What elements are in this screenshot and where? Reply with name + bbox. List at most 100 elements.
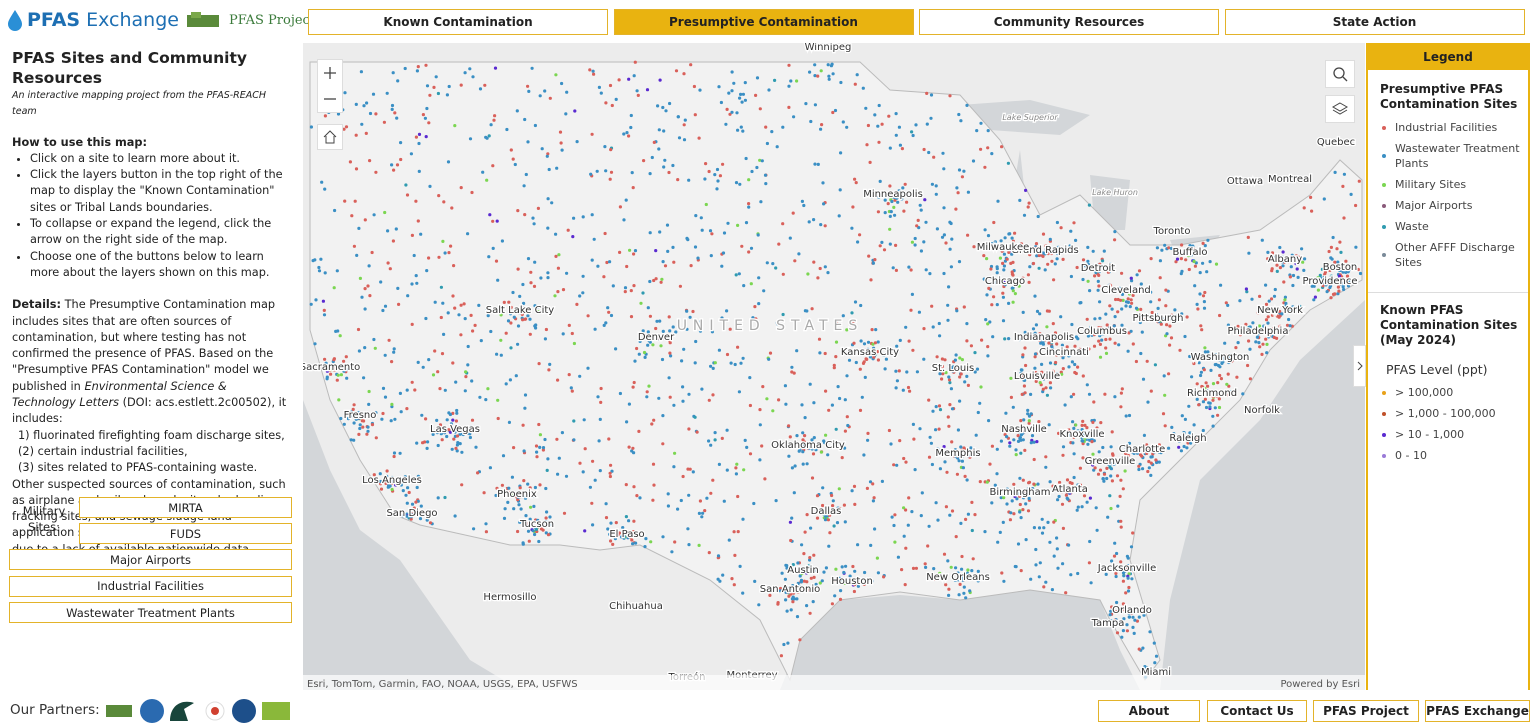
site-dot bbox=[1042, 526, 1046, 530]
site-dot bbox=[707, 398, 711, 402]
military-button[interactable]: FUDS bbox=[79, 523, 292, 544]
site-dot bbox=[976, 569, 980, 574]
site-dot bbox=[858, 233, 862, 237]
site-dot bbox=[556, 378, 560, 382]
site-dot bbox=[814, 568, 818, 573]
site-dot bbox=[1110, 559, 1114, 563]
site-dot bbox=[1211, 395, 1215, 399]
site-dot bbox=[915, 370, 920, 374]
site-dot bbox=[1032, 482, 1036, 486]
layer-button[interactable]: Major Airports bbox=[9, 549, 292, 570]
site-dot bbox=[770, 130, 774, 134]
site-dot bbox=[805, 309, 809, 313]
footer-link[interactable]: PFAS Project bbox=[1313, 700, 1419, 722]
legend-label: Other AFFF Discharge Sites bbox=[1395, 241, 1515, 269]
attribution-bar bbox=[303, 675, 1365, 690]
site-dot bbox=[1226, 393, 1230, 397]
site-dot bbox=[669, 354, 673, 358]
layers-button[interactable] bbox=[1325, 95, 1355, 123]
site-dot bbox=[507, 300, 511, 304]
zoom-in[interactable] bbox=[323, 66, 337, 80]
site-dot bbox=[1342, 287, 1346, 292]
site-dot bbox=[1318, 273, 1322, 277]
site-dot bbox=[459, 83, 463, 87]
site-dot bbox=[1256, 311, 1260, 315]
home-button[interactable] bbox=[317, 124, 343, 150]
footer-link[interactable]: PFAS Exchange bbox=[1425, 700, 1530, 722]
site-dot bbox=[965, 103, 969, 107]
site-dot bbox=[517, 503, 521, 507]
site-dot bbox=[1209, 355, 1213, 359]
site-dot bbox=[897, 125, 902, 129]
site-dot bbox=[1030, 438, 1034, 442]
site-dot bbox=[1120, 307, 1124, 311]
site-dots bbox=[309, 60, 1363, 679]
search-button[interactable] bbox=[1325, 60, 1355, 88]
nav-tab[interactable]: State Action bbox=[1224, 9, 1525, 35]
site-dot bbox=[938, 372, 942, 376]
site-dot bbox=[730, 70, 734, 74]
site-dot bbox=[827, 544, 831, 548]
nav-tab[interactable]: Known Contamination bbox=[308, 9, 608, 35]
site-dot bbox=[859, 303, 863, 308]
site-dot bbox=[649, 540, 653, 544]
nav-tab[interactable]: Community Resources bbox=[919, 9, 1219, 35]
site-dot bbox=[831, 110, 835, 115]
site-dot bbox=[796, 581, 800, 586]
collapse-legend[interactable] bbox=[1353, 345, 1366, 387]
brand[interactable]: PFAS Exchange PFAS Project Lab bbox=[6, 8, 344, 32]
site-dot bbox=[826, 271, 830, 275]
layer-button[interactable]: Industrial Facilities bbox=[9, 575, 292, 597]
site-dot bbox=[1109, 461, 1113, 465]
site-dot bbox=[1209, 368, 1213, 372]
site-dot bbox=[560, 431, 565, 435]
site-dot bbox=[693, 415, 697, 419]
site-dot bbox=[1172, 247, 1176, 251]
place-label: Chicago bbox=[985, 276, 1025, 287]
footer-link[interactable]: About bbox=[1098, 700, 1200, 722]
site-dot bbox=[623, 290, 627, 294]
site-dot bbox=[1040, 517, 1044, 521]
zoom-out[interactable] bbox=[323, 92, 337, 106]
site-dot bbox=[689, 264, 693, 268]
footer-link[interactable]: Contact Us bbox=[1207, 700, 1307, 722]
site-dot bbox=[987, 286, 991, 290]
site-dot bbox=[667, 170, 671, 175]
site-dot bbox=[848, 577, 852, 581]
site-dot bbox=[741, 591, 745, 595]
site-dot bbox=[1036, 214, 1040, 219]
site-dot bbox=[395, 116, 399, 120]
site-dot bbox=[771, 262, 775, 266]
military-button[interactable]: MIRTA bbox=[79, 497, 292, 518]
nav-tab[interactable]: Presumptive Contamination bbox=[613, 9, 914, 35]
site-dot bbox=[1021, 438, 1025, 442]
site-dot bbox=[1046, 520, 1050, 525]
site-dot bbox=[650, 155, 654, 160]
site-dot bbox=[1033, 375, 1037, 379]
site-dot bbox=[629, 125, 633, 130]
site-dot bbox=[1115, 331, 1119, 335]
site-dot bbox=[1024, 363, 1028, 368]
site-dot bbox=[1201, 294, 1206, 298]
site-dot bbox=[657, 147, 661, 151]
site-dot bbox=[451, 411, 455, 415]
site-dot bbox=[547, 368, 551, 372]
site-dot bbox=[522, 479, 526, 483]
layer-button[interactable]: Wastewater Treatment Plants bbox=[9, 602, 292, 623]
site-dot bbox=[956, 428, 961, 432]
site-dot bbox=[1154, 654, 1159, 658]
site-dot bbox=[1009, 511, 1013, 515]
site-dot bbox=[958, 356, 962, 360]
site-dot bbox=[1288, 260, 1292, 264]
site-dot bbox=[1301, 260, 1305, 264]
site-dot bbox=[1009, 395, 1014, 399]
site-dot bbox=[804, 568, 808, 572]
site-dot bbox=[344, 355, 348, 359]
site-dot bbox=[866, 340, 871, 344]
site-dot bbox=[822, 570, 826, 574]
site-dot bbox=[736, 494, 740, 499]
place-label: Greenville bbox=[1085, 456, 1136, 467]
site-dot bbox=[1061, 445, 1066, 449]
site-dot bbox=[1033, 294, 1037, 298]
